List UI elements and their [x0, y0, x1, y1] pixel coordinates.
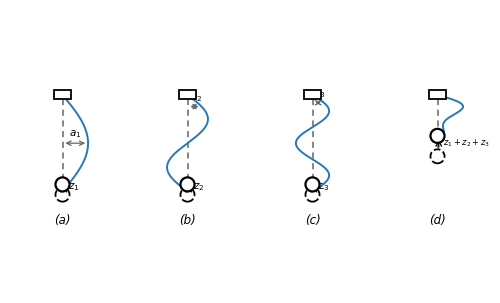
- Circle shape: [180, 188, 194, 202]
- Text: $a_1$: $a_1$: [69, 128, 82, 140]
- Bar: [54, 91, 71, 99]
- Circle shape: [306, 188, 320, 202]
- Circle shape: [56, 177, 70, 191]
- Circle shape: [180, 177, 194, 191]
- Text: (d): (d): [429, 215, 446, 228]
- Text: $z_1$: $z_1$: [68, 181, 79, 192]
- Text: $a_3$: $a_3$: [314, 88, 326, 100]
- Text: (a): (a): [54, 215, 71, 228]
- Bar: [179, 91, 196, 99]
- Circle shape: [306, 177, 320, 191]
- Bar: [304, 91, 321, 99]
- Bar: [429, 91, 446, 99]
- Text: $z_1+z_2+z_3$: $z_1+z_2+z_3$: [442, 138, 490, 149]
- Text: (b): (b): [179, 215, 196, 228]
- Circle shape: [56, 188, 70, 202]
- Circle shape: [430, 149, 444, 163]
- Text: $z_2$: $z_2$: [192, 181, 204, 192]
- Text: $z_3$: $z_3$: [318, 181, 329, 192]
- Text: (c): (c): [304, 215, 320, 228]
- Text: $a_2$: $a_2$: [190, 92, 202, 104]
- Circle shape: [430, 129, 444, 143]
